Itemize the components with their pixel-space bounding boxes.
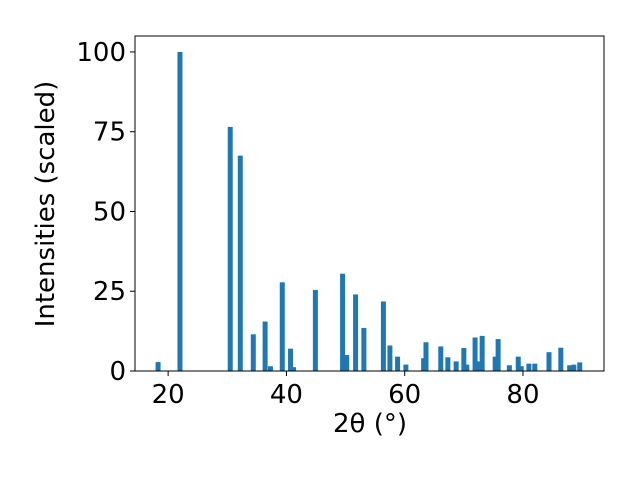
bar	[403, 364, 409, 371]
x-axis-label: 2θ (°)	[333, 409, 407, 439]
bar	[476, 361, 482, 371]
bar	[464, 364, 470, 371]
x-tick-label: 60	[388, 380, 421, 410]
bar	[423, 342, 429, 371]
bar	[387, 345, 393, 371]
bar	[344, 355, 350, 371]
bar	[177, 51, 183, 371]
y-axis-label: Intensities (scaled)	[31, 81, 61, 328]
bar	[492, 356, 498, 371]
bar	[453, 361, 459, 371]
bar	[279, 282, 285, 371]
y-tick-label: 25	[93, 277, 126, 307]
bar	[518, 366, 524, 371]
y-tick-label: 50	[93, 197, 126, 227]
bar	[577, 362, 583, 371]
bar	[526, 363, 532, 371]
bar	[567, 365, 573, 371]
bar	[340, 273, 346, 371]
bar	[558, 347, 564, 371]
bar	[250, 334, 256, 371]
bar	[267, 366, 273, 371]
bar	[262, 321, 268, 371]
bar	[361, 327, 367, 371]
bar	[288, 348, 294, 371]
bar	[532, 363, 538, 371]
y-tick-label: 0	[109, 357, 126, 387]
bar	[445, 357, 451, 371]
bar	[237, 155, 243, 371]
bar	[353, 294, 359, 371]
bar	[380, 301, 386, 371]
bar	[472, 337, 478, 371]
bar	[461, 348, 467, 371]
x-tick-label: 40	[270, 380, 303, 410]
bar	[438, 346, 444, 371]
x-tick-label: 20	[152, 380, 185, 410]
y-tick-label: 75	[93, 118, 126, 148]
bar	[571, 364, 577, 371]
bar	[546, 352, 552, 371]
x-tick-label: 80	[506, 380, 539, 410]
bar	[515, 356, 521, 371]
y-tick-label: 100	[76, 38, 126, 68]
bar	[227, 126, 233, 371]
plot-frame	[134, 35, 605, 372]
bar	[291, 367, 297, 371]
bar	[506, 365, 512, 371]
bar	[479, 335, 485, 371]
bar	[155, 362, 161, 371]
bar	[495, 339, 501, 371]
bar	[312, 289, 318, 371]
bar	[395, 356, 401, 371]
